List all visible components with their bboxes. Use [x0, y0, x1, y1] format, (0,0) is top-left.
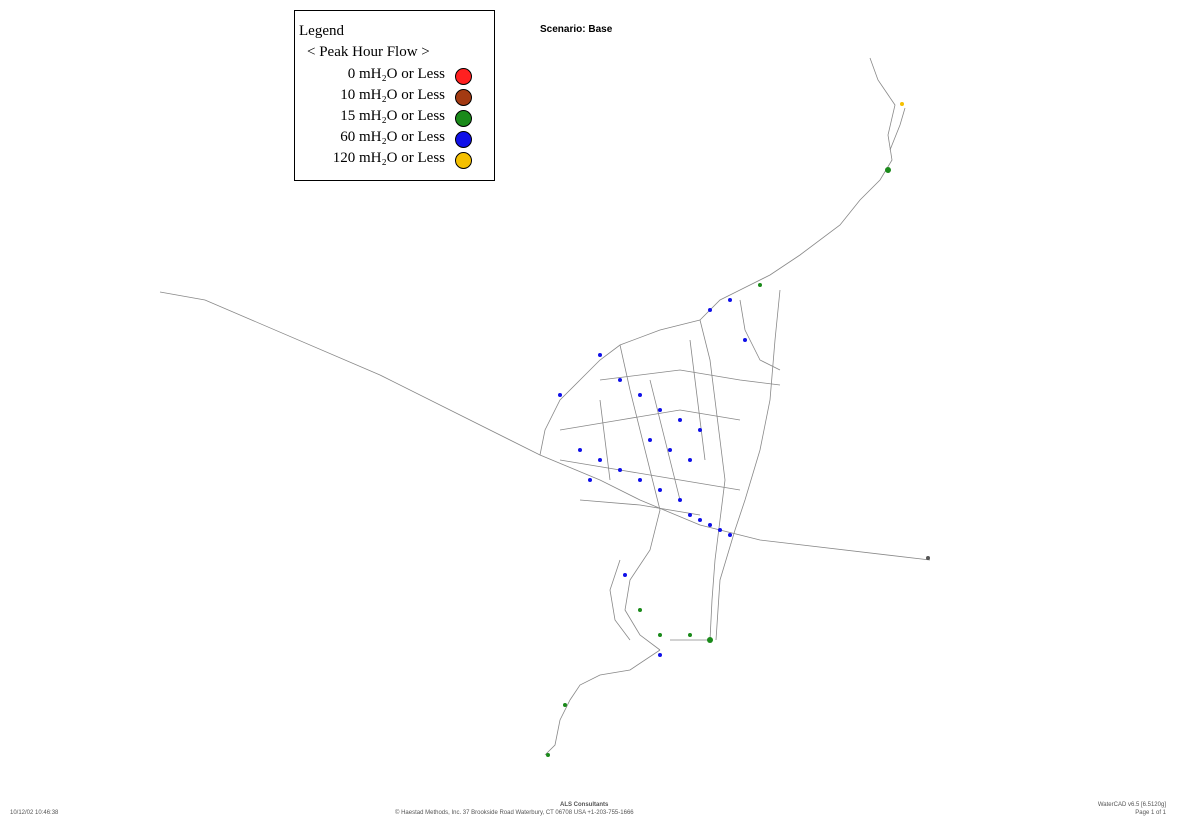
legend-label: 10 mH₂O or Less	[295, 87, 445, 104]
scenario-label: Scenario: Base	[540, 24, 612, 35]
page-number: Page 1 of 1	[1135, 810, 1166, 816]
legend-label: 120 mH₂O or Less	[295, 150, 445, 167]
legend-swatch	[455, 152, 472, 169]
legend-label: 60 mH₂O or Less	[295, 129, 445, 146]
legend-swatch	[455, 131, 472, 148]
legend-subtitle: < Peak Hour Flow >	[307, 44, 430, 61]
legend-title: Legend	[299, 23, 344, 40]
pipes	[160, 58, 930, 755]
software: WaterCAD v6.5 [6.5120g]	[1098, 802, 1166, 808]
legend-label: 15 mH₂O or Less	[295, 108, 445, 125]
legend-swatch	[455, 110, 472, 127]
company: ALS Consultants	[560, 802, 608, 808]
address: © Haestad Methods, Inc. 37 Brookside Roa…	[395, 810, 634, 816]
legend: Legend < Peak Hour Flow > 0 mH₂O or Less…	[294, 10, 495, 181]
network-map	[0, 0, 1178, 824]
legend-label: 0 mH₂O or Less	[295, 66, 445, 83]
legend-swatch	[455, 89, 472, 106]
page: Legend < Peak Hour Flow > 0 mH₂O or Less…	[0, 0, 1178, 824]
legend-swatch	[455, 68, 472, 85]
timestamp: 10/12/02 10:46:38	[10, 810, 58, 816]
